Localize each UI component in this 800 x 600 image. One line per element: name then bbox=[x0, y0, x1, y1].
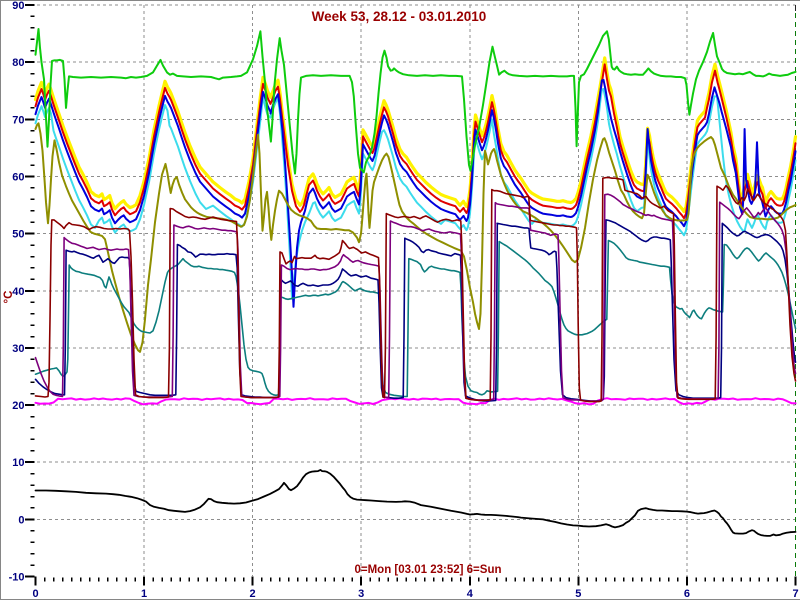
svg-text:90: 90 bbox=[12, 1, 24, 12]
svg-text:20: 20 bbox=[12, 400, 24, 412]
svg-text:2: 2 bbox=[250, 588, 256, 600]
svg-text:0: 0 bbox=[32, 588, 38, 600]
svg-text:70: 70 bbox=[12, 114, 24, 126]
svg-text:50: 50 bbox=[12, 229, 24, 241]
svg-text:°C: °C bbox=[3, 291, 15, 304]
svg-text:80: 80 bbox=[12, 57, 24, 69]
svg-text:60: 60 bbox=[12, 171, 24, 183]
svg-text:1: 1 bbox=[141, 588, 147, 600]
svg-text:5: 5 bbox=[575, 588, 581, 600]
svg-text:4: 4 bbox=[467, 588, 474, 600]
svg-text:30: 30 bbox=[12, 343, 24, 355]
svg-text:0=Mon [03.01 23:52] 6=Sun: 0=Mon [03.01 23:52] 6=Sun bbox=[354, 564, 501, 576]
svg-text:3: 3 bbox=[358, 588, 364, 600]
svg-text:7: 7 bbox=[792, 588, 798, 600]
svg-text:10: 10 bbox=[12, 457, 24, 469]
svg-text:6: 6 bbox=[684, 588, 690, 600]
svg-text:-10: -10 bbox=[9, 572, 25, 584]
svg-text:40: 40 bbox=[12, 286, 24, 298]
svg-text:0: 0 bbox=[18, 514, 24, 526]
svg-text:Week 53, 28.12 - 03.01.2010: Week 53, 28.12 - 03.01.2010 bbox=[312, 9, 487, 24]
